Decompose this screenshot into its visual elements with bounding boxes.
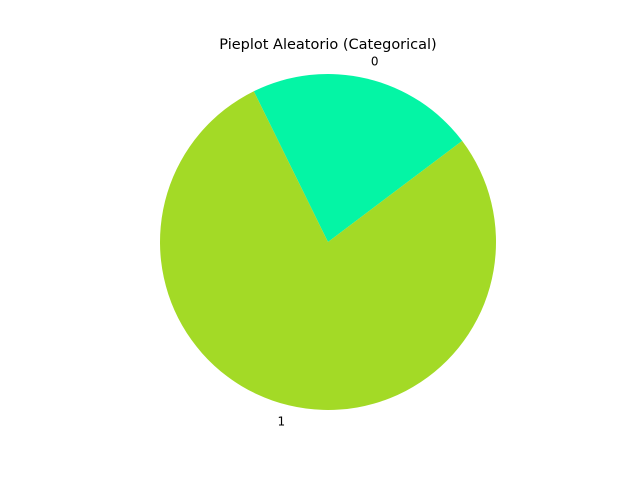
chart-title: Pieplot Aleatorio (Categorical) xyxy=(219,37,436,53)
pie-slices xyxy=(160,73,497,410)
pie-slice-1 xyxy=(160,91,497,410)
pie-slice-label-0: 0 xyxy=(371,55,379,69)
pie-slice-0 xyxy=(253,73,463,242)
pie-slice-label-1: 1 xyxy=(278,414,286,428)
pie-slice-labels: 01 xyxy=(278,55,379,429)
